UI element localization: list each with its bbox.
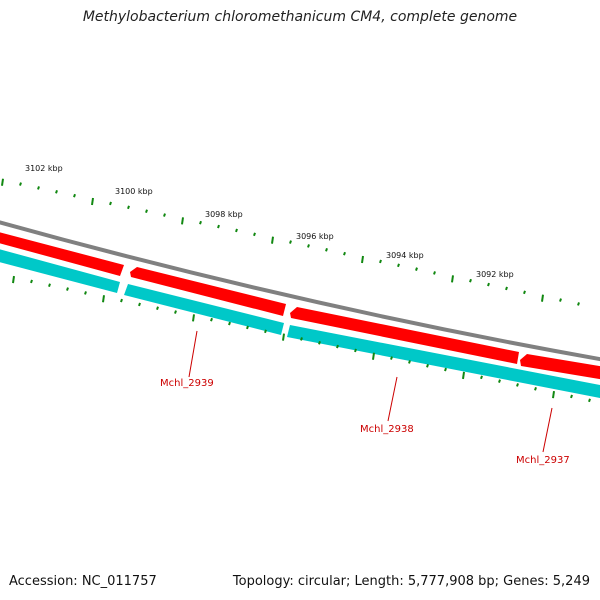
inner-minor-tick xyxy=(444,367,447,372)
kbp-label-3102: 3102 kbp xyxy=(25,164,63,173)
outer-minor-tick xyxy=(217,224,220,229)
inner-minor-tick xyxy=(516,383,519,387)
inner-minor-tick xyxy=(570,394,573,399)
outer-minor-tick xyxy=(343,251,346,256)
outer-minor-tick xyxy=(469,278,472,283)
kbp-label-3096: 3096 kbp xyxy=(296,232,334,241)
inner-minor-tick xyxy=(426,363,429,368)
inner-minor-tick xyxy=(390,356,393,360)
cds-arrow-2 xyxy=(130,267,286,316)
outer-minor-tick xyxy=(415,267,418,271)
kbp-labels: 3102 kbp 3100 kbp 3098 kbp 3096 kbp 3094… xyxy=(25,164,514,279)
inner-minor-tick xyxy=(354,348,357,353)
leader-line-mchl-2939 xyxy=(188,330,198,378)
gene-label-lines xyxy=(188,330,553,453)
outer-major-tick xyxy=(271,236,274,244)
outer-minor-tick xyxy=(487,282,490,287)
outer-minor-tick xyxy=(199,220,202,225)
inner-major-tick xyxy=(192,314,195,322)
inner-major-tick xyxy=(282,333,285,341)
gene-track xyxy=(0,249,600,399)
gene-bar-3 xyxy=(287,325,600,399)
cds-arrow-4 xyxy=(520,354,600,380)
inner-major-tick xyxy=(552,390,555,399)
outer-minor-tick xyxy=(235,228,238,233)
outer-minor-tick xyxy=(307,244,310,248)
leader-line-mchl-2938 xyxy=(387,376,398,422)
inner-minor-tick xyxy=(318,340,321,345)
outer-minor-tick xyxy=(55,189,58,194)
outer-major-tick xyxy=(181,217,184,225)
outer-minor-tick xyxy=(37,186,40,190)
outer-minor-tick xyxy=(577,302,580,306)
gene-bar-2 xyxy=(124,284,284,335)
gene-label-mchl-2939: Mchl_2939 xyxy=(160,378,214,389)
inner-minor-tick xyxy=(300,337,303,341)
inner-minor-tick xyxy=(408,360,411,364)
inner-minor-tick xyxy=(174,310,177,314)
outer-major-tick xyxy=(451,275,454,283)
inner-minor-tick xyxy=(498,379,501,383)
inner-minor-tick xyxy=(228,321,231,326)
genome-backbone xyxy=(0,220,600,362)
cds-track xyxy=(0,232,600,380)
outer-ruler-ticks xyxy=(1,178,580,306)
inner-major-tick xyxy=(12,275,15,284)
outer-minor-tick xyxy=(163,213,166,217)
inner-minor-tick xyxy=(66,287,69,291)
inner-minor-tick xyxy=(156,306,159,311)
gene-label-mchl-2937: Mchl_2937 xyxy=(516,455,570,466)
inner-minor-tick xyxy=(138,302,141,307)
inner-minor-tick xyxy=(264,329,267,334)
inner-ruler-ticks xyxy=(12,275,591,403)
accession-text: Accession: NC_011757 xyxy=(9,574,157,589)
inner-major-tick xyxy=(462,371,465,380)
inner-minor-tick xyxy=(48,283,51,288)
inner-minor-tick xyxy=(480,375,483,380)
gene-bar-1 xyxy=(0,249,120,293)
outer-minor-tick xyxy=(289,240,292,244)
outer-minor-tick xyxy=(325,247,328,252)
outer-minor-tick xyxy=(109,201,112,206)
inner-minor-tick xyxy=(84,291,87,295)
inner-major-tick xyxy=(102,295,105,303)
outer-minor-tick xyxy=(379,259,382,264)
outer-major-tick xyxy=(1,178,4,186)
kbp-label-3092: 3092 kbp xyxy=(476,270,514,279)
kbp-label-3100: 3100 kbp xyxy=(115,187,153,196)
topology-text: Topology: circular; Length: 5,777,908 bp… xyxy=(232,574,590,589)
inner-minor-tick xyxy=(246,325,249,330)
inner-minor-tick xyxy=(210,317,213,322)
inner-minor-tick xyxy=(534,386,537,391)
outer-minor-tick xyxy=(127,205,130,210)
kbp-label-3094: 3094 kbp xyxy=(386,251,424,260)
cds-arrow-1 xyxy=(0,232,124,276)
outer-minor-tick xyxy=(505,286,508,291)
outer-minor-tick xyxy=(433,271,436,275)
outer-major-tick xyxy=(541,294,544,302)
outer-major-tick xyxy=(361,255,364,264)
outer-minor-tick xyxy=(19,182,22,186)
outer-minor-tick xyxy=(397,263,400,268)
gene-label-mchl-2938: Mchl_2938 xyxy=(360,424,414,435)
inner-major-tick xyxy=(372,352,375,360)
outer-minor-tick xyxy=(73,193,76,198)
outer-minor-tick xyxy=(559,298,562,302)
outer-minor-tick xyxy=(145,209,148,213)
inner-minor-tick xyxy=(336,344,339,349)
leader-line-mchl-2937 xyxy=(542,407,553,453)
inner-minor-tick xyxy=(588,398,591,403)
inner-minor-tick xyxy=(120,298,123,303)
inner-minor-tick xyxy=(30,279,33,284)
kbp-label-3098: 3098 kbp xyxy=(205,210,243,219)
cds-arrow-3 xyxy=(290,307,519,364)
outer-minor-tick xyxy=(523,290,526,295)
outer-minor-tick xyxy=(253,232,256,237)
map-title: Methylobacterium chloromethanicum CM4, c… xyxy=(82,9,518,25)
outer-major-tick xyxy=(91,197,94,206)
